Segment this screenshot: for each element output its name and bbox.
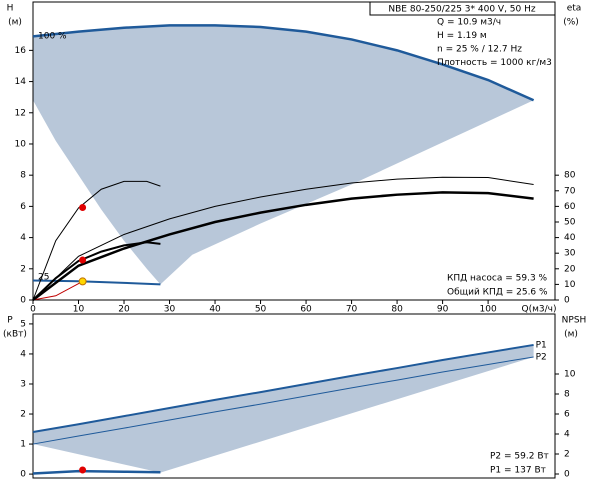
y2-axis-unit: (м) [564, 330, 578, 340]
curve [32, 280, 83, 301]
y-tick-label: 12 [15, 108, 26, 118]
curve-label: P1 [536, 340, 547, 350]
y2-tick-label: 60 [564, 202, 576, 212]
y-tick-label: 6 [20, 202, 26, 212]
x-tick-label: 50 [255, 305, 267, 315]
info-text: Плотность = 1000 кг/м3 [437, 58, 552, 68]
y2-tick-label: 6 [564, 410, 570, 420]
y2-tick-label: 0 [564, 470, 570, 480]
operating-point [79, 203, 87, 211]
y2-tick-label: 80 [564, 171, 576, 181]
x-tick-label: 10 [73, 305, 85, 315]
curve [32, 191, 534, 301]
curve [32, 279, 161, 286]
operating-point [79, 466, 87, 474]
info-text: n = 25 % / 12.7 Hz [437, 45, 522, 55]
curve [32, 241, 161, 301]
y-tick-label: 16 [15, 46, 27, 56]
y2-tick-label: 8 [564, 390, 570, 400]
note: P1 = 137 Вт [490, 466, 546, 476]
curve [32, 343, 534, 434]
y-tick-label: 0 [20, 296, 26, 306]
y-tick-label: 14 [15, 77, 27, 87]
x-tick-label: 0 [30, 305, 36, 315]
y2-tick-label: 70 [564, 186, 576, 196]
y-tick-label: 5 [20, 319, 26, 329]
x-tick-label: 100 [480, 305, 497, 315]
info-box [369, 1, 556, 16]
x-tick-label: 80 [391, 305, 403, 315]
y-tick-label: 10 [15, 139, 27, 149]
curve [32, 469, 161, 475]
curve-label: P2 [536, 352, 547, 362]
y-tick-label: 1 [20, 440, 26, 450]
y2-tick-label: 50 [564, 217, 576, 227]
curve-label: 25 [38, 273, 49, 283]
x-tick-label: 40 [209, 305, 221, 315]
y-tick-label: 3 [20, 379, 26, 389]
y2-tick-label: 10 [564, 370, 576, 380]
y2-tick-label: 30 [564, 249, 576, 259]
y2-tick-label: 10 [564, 280, 576, 290]
operating-point [78, 277, 87, 286]
operating-point [79, 256, 87, 264]
curve [32, 180, 161, 301]
curve-label: 100 % [38, 32, 67, 42]
x-tick-label: 90 [437, 305, 449, 315]
x-tick-label: 70 [346, 305, 358, 315]
x-tick-label: 60 [300, 305, 312, 315]
curve [32, 24, 535, 102]
y-tick-label: 4 [20, 349, 26, 359]
info-text: H = 1.19 м [437, 31, 487, 41]
y-tick-label: 4 [20, 233, 26, 243]
x-tick-label: 20 [118, 305, 130, 315]
info-text: Q = 10.9 м3/ч [437, 18, 501, 28]
info-text: NBE 80-250/225 3* 400 V, 50 Hz [388, 5, 535, 15]
y-tick-label: 8 [20, 171, 26, 181]
operating-range [33, 344, 534, 473]
y2-tick-label: 0 [564, 296, 570, 306]
y2-axis-unit: (%) [563, 18, 579, 28]
y-axis-unit: (м) [8, 18, 22, 28]
y-tick-label: 2 [20, 264, 26, 274]
y-axis-unit: (кВт) [3, 330, 27, 340]
x-axis-label: Q(м3/ч) [522, 305, 557, 315]
y2-tick-label: 20 [564, 264, 576, 274]
y2-axis-label: NPSH [562, 316, 587, 326]
y-tick-label: 2 [20, 410, 26, 420]
operating-range [33, 25, 534, 285]
plot-border [32, 313, 556, 479]
note: P2 = 59.2 Вт [490, 452, 549, 462]
y-tick-label: 0 [20, 470, 26, 480]
y-axis-label: H [7, 4, 14, 14]
note: КПД насоса = 59.3 % [447, 274, 548, 284]
note: Общий КПД = 25.6 % [447, 288, 548, 298]
y2-tick-label: 40 [564, 233, 576, 243]
plot-border [32, 1, 556, 301]
y2-axis-label: eta [567, 4, 582, 14]
x-tick-label: 30 [164, 305, 176, 315]
y2-tick-label: 2 [564, 450, 570, 460]
y2-tick-label: 4 [564, 430, 570, 440]
curve [32, 356, 534, 445]
y-axis-label: P [7, 316, 13, 326]
curve [32, 176, 534, 301]
